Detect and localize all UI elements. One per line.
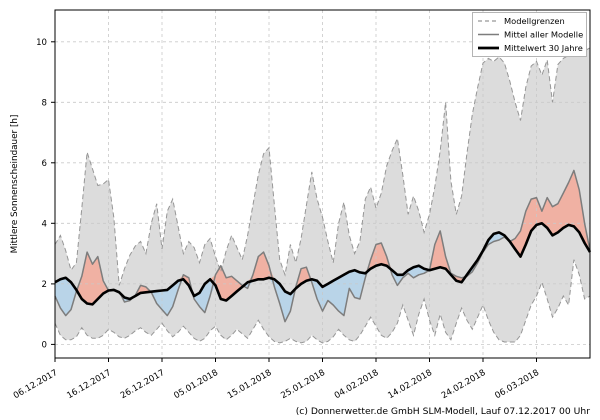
y-tick-label: 0 — [42, 340, 47, 350]
climate-mean-line — [54, 222, 592, 306]
y-tick-label: 6 — [42, 159, 47, 169]
model-range-upper-line — [54, 47, 591, 286]
x-tick-label: 14.02.2018 — [386, 368, 434, 401]
y-axis: 0 2 4 6 8 10 Mittlere Sonnenscheindauer [h] — [10, 38, 55, 350]
y-tick-label: 2 — [42, 280, 47, 290]
x-tick-label: 24.02.2018 — [440, 368, 488, 401]
legend-label: Modellgrenzen — [504, 16, 565, 26]
plot-grid — [54, 10, 590, 358]
x-tick-label: 06.03.2018 — [493, 368, 541, 401]
x-axis: 06.12.2017 16.12.2017 26.12.2017 05.01.2018… — [12, 358, 541, 401]
x-tick-label: 05.01.2018 — [172, 368, 220, 401]
model-range-band — [55, 47, 590, 343]
y-tick-label: 4 — [42, 219, 47, 229]
legend-label: Mittelwert 30 Jahre — [504, 43, 583, 53]
x-tick-label: 25.01.2018 — [279, 368, 327, 401]
y-axis-label: Mittlere Sonnenscheindauer [h] — [10, 115, 20, 254]
x-tick-label: 16.12.2017 — [65, 368, 113, 401]
legend: Modellgrenzen Mittel aller Modelle Mittelw… — [472, 12, 587, 57]
model-mean-line — [54, 169, 591, 323]
legend-label: Mittel aller Modelle — [504, 30, 583, 40]
x-tick-label: 26.12.2017 — [119, 368, 167, 401]
x-tick-label: 04.02.2018 — [333, 368, 381, 401]
below-normal-fill — [55, 223, 590, 322]
y-tick-label: 10 — [36, 38, 47, 48]
y-tick-label: 8 — [42, 98, 47, 108]
x-tick-label: 06.12.2017 — [12, 368, 60, 401]
chart-caption: (c) Donnerwetter.de GmbH SLM-Modell, Lau… — [295, 406, 590, 417]
x-tick-label: 15.01.2018 — [226, 368, 274, 401]
model-range-lower-line — [54, 259, 591, 344]
